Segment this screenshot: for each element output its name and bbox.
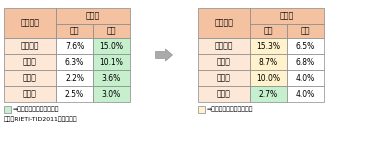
Text: 2.2%: 2.2% bbox=[65, 74, 84, 82]
Bar bbox=[198, 38, 250, 54]
Bar bbox=[250, 70, 287, 86]
Bar bbox=[56, 24, 93, 38]
Bar bbox=[198, 70, 250, 86]
Bar bbox=[4, 86, 56, 102]
Bar bbox=[56, 54, 93, 70]
Bar bbox=[287, 38, 324, 54]
Text: ロシア: ロシア bbox=[217, 74, 231, 82]
Text: ロシア: ロシア bbox=[23, 74, 37, 82]
Text: 4.0%: 4.0% bbox=[296, 90, 315, 99]
Bar bbox=[56, 86, 93, 102]
Bar bbox=[250, 54, 287, 70]
Bar bbox=[93, 54, 130, 70]
Text: 3.0%: 3.0% bbox=[102, 90, 121, 99]
Bar bbox=[93, 70, 130, 86]
Text: 日本: 日本 bbox=[107, 27, 116, 35]
Text: 6.8%: 6.8% bbox=[296, 57, 315, 66]
FancyArrow shape bbox=[156, 49, 172, 61]
Bar bbox=[93, 86, 130, 102]
Text: ⇒日本の方がシェアが高い: ⇒日本の方がシェアが高い bbox=[13, 107, 60, 112]
Text: 15.3%: 15.3% bbox=[257, 42, 280, 51]
Bar bbox=[56, 70, 93, 86]
Text: ブラジル: ブラジル bbox=[21, 42, 39, 51]
Text: 2.7%: 2.7% bbox=[259, 90, 278, 99]
Bar bbox=[198, 86, 250, 102]
Text: インド: インド bbox=[217, 57, 231, 66]
Text: 日本: 日本 bbox=[301, 27, 310, 35]
Text: 2.5%: 2.5% bbox=[65, 90, 84, 99]
Bar bbox=[198, 106, 205, 113]
Bar bbox=[198, 8, 250, 38]
Bar bbox=[4, 70, 56, 86]
Text: 6.5%: 6.5% bbox=[296, 42, 315, 51]
Bar bbox=[287, 70, 324, 86]
Bar bbox=[287, 24, 324, 38]
Text: 輸出国: 輸出国 bbox=[280, 11, 294, 20]
Text: 仕向先国: 仕向先国 bbox=[214, 19, 234, 28]
Bar bbox=[93, 38, 130, 54]
Text: 10.1%: 10.1% bbox=[100, 57, 123, 66]
Bar bbox=[287, 86, 324, 102]
Text: 資料：RIETI-TID2011から作成。: 資料：RIETI-TID2011から作成。 bbox=[4, 116, 78, 122]
Text: 6.3%: 6.3% bbox=[65, 57, 84, 66]
Text: 輸出国: 輸出国 bbox=[86, 11, 100, 20]
Text: 韓国: 韓国 bbox=[264, 27, 273, 35]
Bar bbox=[250, 38, 287, 54]
Text: 韓国: 韓国 bbox=[70, 27, 79, 35]
Bar bbox=[93, 24, 130, 38]
Bar bbox=[56, 8, 130, 24]
Bar bbox=[250, 8, 324, 24]
Text: ⇒韓国の方がシェアが高い: ⇒韓国の方がシェアが高い bbox=[207, 107, 254, 112]
Text: トルコ: トルコ bbox=[23, 90, 37, 99]
Bar bbox=[4, 54, 56, 70]
Text: ブラジル: ブラジル bbox=[215, 42, 233, 51]
Text: インド: インド bbox=[23, 57, 37, 66]
Bar bbox=[4, 8, 56, 38]
Text: トルコ: トルコ bbox=[217, 90, 231, 99]
Bar bbox=[4, 106, 11, 113]
Bar bbox=[250, 24, 287, 38]
Bar bbox=[287, 54, 324, 70]
Text: 10.0%: 10.0% bbox=[257, 74, 280, 82]
Bar bbox=[4, 38, 56, 54]
Text: 8.7%: 8.7% bbox=[259, 57, 278, 66]
Text: 15.0%: 15.0% bbox=[100, 42, 123, 51]
Text: 仕向先国: 仕向先国 bbox=[20, 19, 40, 28]
Text: 7.6%: 7.6% bbox=[65, 42, 84, 51]
Bar bbox=[250, 86, 287, 102]
Text: 3.6%: 3.6% bbox=[102, 74, 121, 82]
Text: 4.0%: 4.0% bbox=[296, 74, 315, 82]
Bar bbox=[198, 54, 250, 70]
Bar bbox=[56, 38, 93, 54]
